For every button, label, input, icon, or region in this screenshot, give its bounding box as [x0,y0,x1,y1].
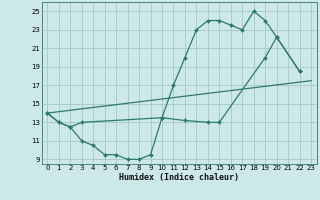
X-axis label: Humidex (Indice chaleur): Humidex (Indice chaleur) [119,173,239,182]
